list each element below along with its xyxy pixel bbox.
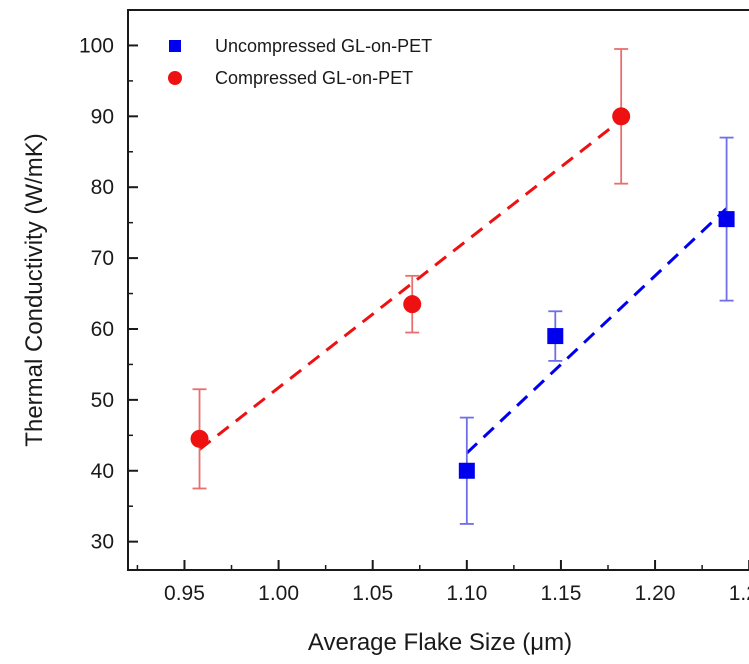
fit-line-series-0 bbox=[465, 207, 728, 455]
legend: Uncompressed GL-on-PET Compressed GL-on-P… bbox=[168, 36, 432, 88]
plot-area-frame bbox=[127, 9, 749, 571]
y-tick-label: 30 bbox=[91, 531, 114, 554]
data-point-circle bbox=[190, 429, 209, 448]
data-point-square bbox=[458, 462, 475, 479]
legend-label: Uncompressed GL-on-PET bbox=[215, 36, 432, 56]
x-axis-title: Average Flake Size (μm) bbox=[308, 629, 572, 656]
fit-line-series-1 bbox=[198, 118, 623, 451]
legend-marker-circle bbox=[168, 71, 182, 85]
data-point-square bbox=[547, 328, 564, 345]
data-point-circle bbox=[612, 107, 631, 126]
x-tick-label: 1.05 bbox=[352, 582, 393, 605]
y-tick-label: 70 bbox=[91, 247, 114, 270]
data-point-circle bbox=[403, 295, 422, 314]
y-tick-label: 60 bbox=[91, 318, 114, 341]
y-tick-label: 90 bbox=[91, 105, 114, 128]
x-tick-label: 1.00 bbox=[258, 582, 299, 605]
legend-marker-square bbox=[169, 40, 181, 52]
data-point-square bbox=[718, 211, 735, 228]
y-tick-label: 50 bbox=[91, 389, 114, 412]
x-tick-label: 1.10 bbox=[446, 582, 487, 605]
y-axis-title: Thermal Conductivity (W/mK) bbox=[21, 133, 48, 446]
y-tick-label: 100 bbox=[79, 34, 114, 57]
y-tick-label: 80 bbox=[91, 176, 114, 199]
x-tick-label: 1.15 bbox=[541, 582, 582, 605]
y-tick-label: 40 bbox=[91, 460, 114, 483]
x-tick-label: 0.95 bbox=[164, 582, 205, 605]
x-tick-label: 1.20 bbox=[635, 582, 676, 605]
legend-label: Compressed GL-on-PET bbox=[215, 68, 413, 88]
x-tick-label: 1.25 bbox=[729, 582, 749, 605]
